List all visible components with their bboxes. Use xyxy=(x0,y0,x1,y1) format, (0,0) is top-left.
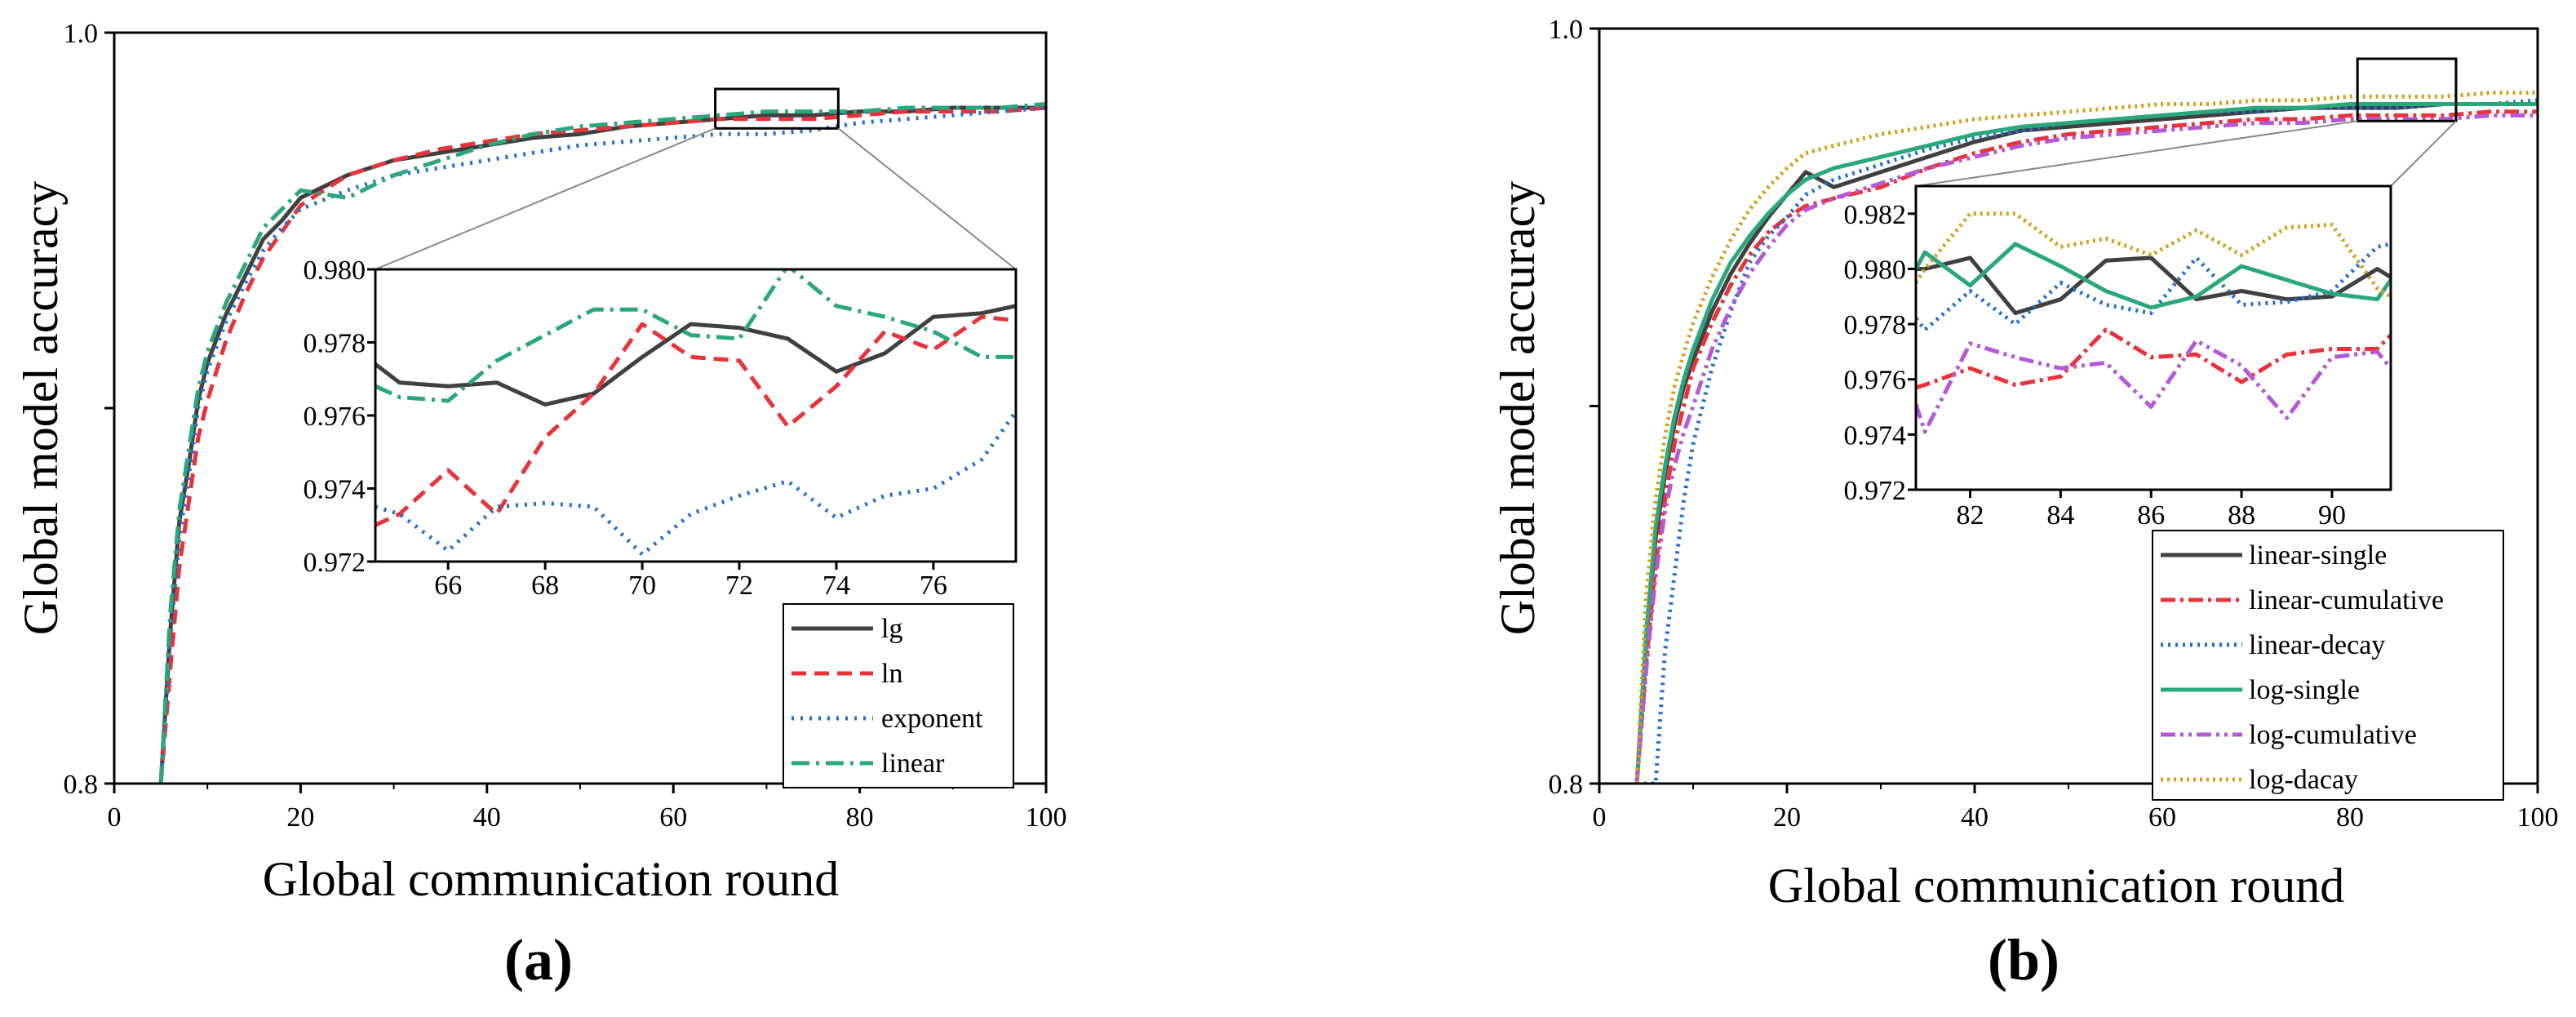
inset-x-tick-label: 68 xyxy=(531,571,559,601)
inset-y-tick-label: 0.980 xyxy=(304,255,366,286)
inset-background xyxy=(1916,186,2391,490)
legend-label-linear-decay: linear-decay xyxy=(2249,630,2385,660)
x-tick-label: 100 xyxy=(2517,802,2559,833)
x-tick-label: 80 xyxy=(2336,802,2364,833)
legend-label-linear-single: linear-single xyxy=(2249,540,2387,571)
panel-b-label: (b) xyxy=(1988,927,2059,993)
inset-series-line-lg xyxy=(375,304,1016,407)
inset-series-group xyxy=(375,269,1016,557)
inset-series-line-linear-single xyxy=(1916,255,2391,316)
y-tick-label: 1.0 xyxy=(64,19,99,49)
x-tick-label: 40 xyxy=(1961,802,1989,833)
inset-y-tick-label: 0.982 xyxy=(1844,200,1907,230)
series-line-linear-cumulative xyxy=(1634,109,2538,784)
inset-series-line-log-dacay xyxy=(1916,211,2391,299)
x-tick-label: 60 xyxy=(659,802,687,833)
legend-label-linear: linear xyxy=(881,748,945,779)
legend-box xyxy=(783,603,1014,788)
zoom-region xyxy=(2356,57,2458,122)
legend-label-exponent: exponent xyxy=(881,704,983,734)
chart-1: 0 20 40 60 80 100 0.8 1.0 82 84 86 88 90 0.972 0.974 0.… xyxy=(1549,15,2559,833)
x-tick-label: 60 xyxy=(2148,802,2176,833)
legend-box xyxy=(2152,530,2504,801)
x-tick-label: 0 xyxy=(108,802,122,833)
inset-frame xyxy=(1914,184,2392,491)
chart-marks: 0 20 40 60 80 100 0.8 1.0 66 68 70 72 74 76 0.972 0.974… xyxy=(64,15,2559,833)
inset-x-tick-label: 76 xyxy=(920,571,947,601)
panel-b-ylabel: Global model accuracy xyxy=(1491,181,1545,635)
x-tick-label: 40 xyxy=(473,802,501,833)
zoom-connector xyxy=(375,127,716,270)
panel-a-ylabel: Global model accuracy xyxy=(14,181,68,635)
series-line-log-dacay xyxy=(1634,91,2538,784)
inset-y-tick-label: 0.976 xyxy=(304,402,366,432)
legend-label-linear-cumulative: linear-cumulative xyxy=(2249,585,2444,615)
inset-x-tick-label: 84 xyxy=(2046,500,2074,531)
series-line-ln xyxy=(158,105,1046,784)
inset-y-tick-label: 0.972 xyxy=(1844,476,1907,506)
inset-y-tick-label: 0.980 xyxy=(1844,255,1907,285)
inset-x-tick-label: 70 xyxy=(628,571,656,601)
panel-a-xlabel: Global communication round xyxy=(263,852,840,906)
y-tick-label: 1.0 xyxy=(1549,15,1584,45)
inset-x-tick-label: 86 xyxy=(2137,500,2165,531)
inset-series-line-linear xyxy=(375,269,1016,403)
zoom-region xyxy=(714,87,840,130)
inset-series-line-linear-cumulative xyxy=(1916,327,2391,390)
series-line-log-cumulative xyxy=(1634,113,2538,784)
inset-y-tick-label: 0.972 xyxy=(304,548,366,578)
y-tick-label: 0.8 xyxy=(64,770,99,800)
panel-b-xlabel: Global communication round xyxy=(1768,859,2345,913)
chart-0: 0 20 40 60 80 100 0.8 1.0 66 68 70 72 74 76 0.972 0.974… xyxy=(64,19,1067,833)
series-group xyxy=(1634,91,2538,784)
inset-background xyxy=(375,269,1016,562)
x-tick-label: 20 xyxy=(1773,802,1801,833)
inset-y-tick-label: 0.976 xyxy=(1844,366,1907,396)
series-line-log-single xyxy=(1634,102,2538,784)
x-tick-label: 0 xyxy=(1593,802,1607,833)
inset-series-line-ln xyxy=(375,314,1016,527)
x-tick-label: 80 xyxy=(846,802,874,833)
inset-x-tick-label: 72 xyxy=(725,571,753,601)
legend-label-ln: ln xyxy=(881,659,902,689)
inset-x-tick-label: 74 xyxy=(822,571,850,601)
inset-x-tick-label: 90 xyxy=(2318,500,2346,531)
inset-y-tick-label: 0.978 xyxy=(304,329,366,359)
legend-label-lg: lg xyxy=(881,614,902,644)
zoom-connector xyxy=(837,127,1017,270)
x-tick-label: 100 xyxy=(1026,802,1067,833)
inset-series-line-log-single xyxy=(1916,242,2391,310)
inset-series-line-exponent xyxy=(375,411,1016,557)
x-tick-label: 20 xyxy=(286,802,314,833)
panel-a: Global communication round Global model … xyxy=(14,181,839,993)
inset-series-group xyxy=(1916,211,2391,434)
series-group xyxy=(158,101,1046,784)
inset-series-line-linear-decay xyxy=(1916,242,2391,332)
inset-y-tick-label: 0.974 xyxy=(304,475,366,505)
zoom-connector xyxy=(1915,120,2358,187)
series-line-linear-decay xyxy=(1637,98,2538,784)
y-tick-label: 0.8 xyxy=(1549,770,1584,800)
inset-series-line-log-cumulative xyxy=(1916,338,2391,434)
series-line-linear xyxy=(158,101,1046,784)
zoom-connector xyxy=(2390,120,2457,187)
inset-x-tick-label: 88 xyxy=(2228,500,2255,531)
panel-a-label: (a) xyxy=(504,927,573,993)
panel-b: Global communication round Global model … xyxy=(1491,181,2344,993)
legend-label-log-cumulative: log-cumulative xyxy=(2249,720,2417,750)
inset-y-tick-label: 0.978 xyxy=(1844,310,1907,340)
legend-label-log-single: log-single xyxy=(2249,675,2360,705)
inset-x-tick-label: 66 xyxy=(434,571,462,601)
legend-label-log-dacay: log-dacay xyxy=(2249,765,2358,795)
inset-x-tick-label: 82 xyxy=(1957,500,1984,531)
inset-y-tick-label: 0.974 xyxy=(1844,420,1907,451)
